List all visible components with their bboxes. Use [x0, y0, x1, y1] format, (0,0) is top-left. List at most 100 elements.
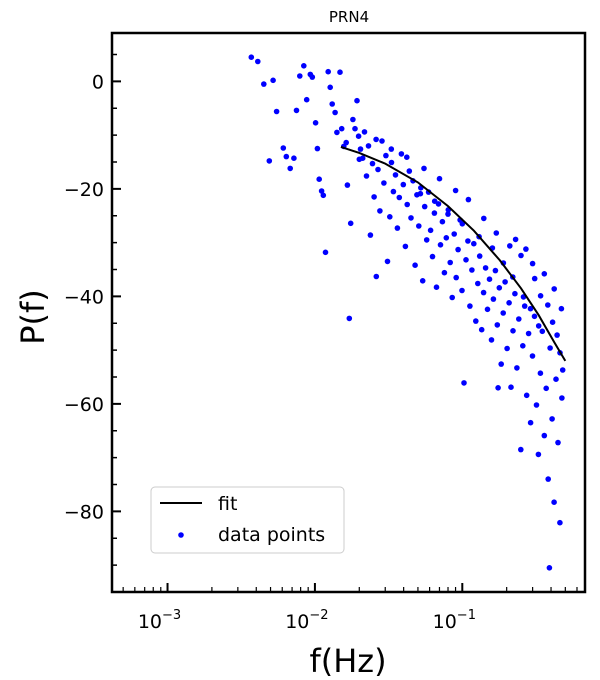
data-point	[478, 326, 485, 333]
data-point	[421, 165, 427, 172]
data-point	[500, 310, 507, 316]
data-point	[459, 287, 465, 294]
data-point	[520, 343, 526, 349]
data-point	[316, 176, 323, 182]
y-tick-label: −20	[64, 179, 104, 201]
data-point	[518, 446, 524, 453]
data-point	[545, 302, 551, 308]
fit-line-layer	[340, 145, 567, 362]
data-point	[445, 211, 451, 217]
data-point	[512, 290, 518, 297]
data-point	[325, 68, 332, 75]
data-point	[533, 402, 540, 408]
data-point	[387, 214, 393, 220]
legend-data-points-swatch	[178, 532, 184, 538]
data-point	[371, 194, 377, 200]
data-point	[270, 77, 276, 84]
data-point	[529, 260, 536, 267]
data-point	[355, 133, 362, 139]
data-point	[398, 151, 405, 157]
data-point	[541, 271, 548, 277]
data-point	[492, 267, 499, 274]
data-point	[421, 203, 428, 210]
data-point	[383, 152, 389, 159]
data-point	[365, 143, 372, 149]
legend-data-points-label: data points	[218, 524, 325, 546]
data-point	[554, 332, 560, 338]
data-point	[531, 275, 538, 282]
data-point	[516, 316, 522, 322]
data-point	[273, 108, 280, 115]
data-point	[408, 215, 414, 221]
data-point	[369, 160, 376, 167]
data-point	[431, 198, 438, 204]
data-point	[555, 439, 561, 446]
data-point	[453, 274, 460, 281]
data-point	[363, 173, 370, 179]
data-point	[377, 208, 383, 214]
data-point	[404, 201, 411, 208]
data-point	[436, 175, 443, 182]
data-point	[322, 249, 329, 256]
data-point	[531, 313, 538, 320]
data-point	[327, 84, 334, 91]
data-point	[439, 218, 446, 225]
data-point	[283, 153, 290, 160]
data-point	[354, 97, 360, 104]
data-point	[280, 145, 287, 151]
data-point	[452, 187, 459, 194]
data-point	[350, 116, 356, 123]
data-point	[527, 305, 534, 312]
data-point	[535, 323, 542, 329]
data-point	[525, 330, 532, 337]
data-point	[301, 63, 307, 69]
data-point	[557, 519, 563, 526]
data-point	[332, 109, 338, 116]
data-point	[312, 120, 319, 126]
data-point	[261, 81, 267, 87]
data-point	[314, 145, 321, 152]
data-point	[471, 240, 477, 247]
data-point	[388, 159, 395, 166]
data-point	[394, 225, 401, 231]
data-point	[551, 499, 557, 506]
data-point	[346, 315, 353, 322]
data-point	[541, 432, 548, 439]
data-point	[287, 165, 294, 172]
data-point	[545, 476, 551, 482]
data-point	[559, 367, 566, 373]
data-point	[338, 125, 345, 132]
data-point	[352, 125, 358, 132]
data-point	[455, 246, 461, 253]
data-point	[551, 286, 557, 292]
data-point	[367, 232, 374, 238]
data-point	[437, 242, 444, 248]
data-point	[309, 74, 316, 80]
data-point	[507, 243, 513, 249]
data-point	[320, 192, 327, 199]
data-point	[558, 305, 565, 312]
data-point	[467, 303, 473, 309]
data-point	[506, 300, 512, 306]
data-point	[521, 303, 528, 309]
data-point	[443, 235, 450, 241]
data-point	[293, 107, 300, 114]
data-point	[510, 328, 516, 334]
y-tick-label: −40	[64, 286, 104, 308]
data-point	[476, 253, 483, 259]
data-point	[291, 155, 297, 161]
data-point	[547, 345, 553, 351]
data-point	[486, 276, 493, 283]
x-tick-label: 10−2	[285, 608, 328, 633]
x-tick-label: 10−1	[433, 608, 476, 633]
x-tick-labels: 10−3 10−2 10−1	[138, 608, 476, 633]
data-point	[463, 257, 469, 263]
x-tick-label-exponent: −1	[457, 608, 476, 623]
data-point	[431, 210, 438, 216]
data-point	[496, 285, 503, 291]
data-point	[390, 188, 397, 195]
chart-title: PRN4	[329, 8, 369, 26]
data-point	[423, 237, 430, 243]
data-point	[461, 380, 467, 386]
